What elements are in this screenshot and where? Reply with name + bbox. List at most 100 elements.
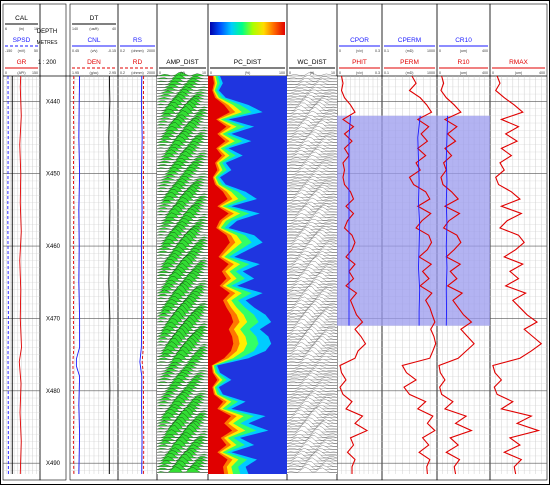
curve-cr10: [445, 115, 449, 326]
wc-dist-trace: [286, 306, 338, 314]
wc-dist-trace: [286, 94, 338, 100]
wc-dist-trace: [286, 382, 338, 386]
wc-dist-trace: [286, 358, 338, 363]
header-dt: DT 140 40 (us/ft): [72, 15, 116, 31]
amp-dist-trace: [156, 378, 209, 383]
wc-dist-trace: [286, 86, 338, 91]
wc-dist-trace: [286, 221, 338, 227]
amp-dist-trace: [156, 407, 209, 415]
wc-dist-trace: [286, 390, 338, 395]
wc-dist-trace: [286, 75, 338, 80]
depth-track-label: DEPTH: [37, 29, 57, 35]
header-cperm: CPERM 0.1 1000 (mD): [384, 37, 435, 53]
amp-dist-trace: [156, 271, 209, 279]
curve-r10: [438, 75, 475, 475]
wc-dist-trace: [286, 133, 338, 140]
amp-dist-trace: [156, 160, 209, 166]
amp-dist-trace: [156, 167, 209, 172]
wc-dist-trace: [286, 184, 338, 190]
wc-dist-trace: [286, 212, 338, 218]
wc-dist-trace: [286, 227, 338, 233]
depth-label: X450: [46, 172, 61, 178]
curve-unit: (ohmm): [131, 71, 143, 75]
amp-dist-trace: [157, 451, 209, 459]
amp-dist-trace: [156, 190, 209, 198]
wc-dist-trace: [286, 99, 338, 106]
amp-dist-trace: [156, 176, 209, 181]
curve-name: CPERM: [398, 37, 421, 44]
depth-track: DEPTH METRES 1 : 200: [37, 29, 59, 66]
amp-dist-trace: [156, 110, 209, 117]
wc-dist-trace: [286, 219, 338, 224]
amp-dist-trace: [156, 320, 209, 329]
amp-dist-trace: [156, 334, 209, 343]
amp-dist-trace: [156, 197, 209, 204]
amp-dist-trace: [156, 292, 209, 300]
pc-dist-colorbar: [210, 22, 285, 35]
header-cnl: CNL 0.45 -0.15 (v/v): [72, 37, 116, 53]
wc-dist-trace: [286, 299, 338, 305]
depth-track-unit: METRES: [37, 40, 59, 46]
wc-dist-trace: [286, 209, 338, 216]
wc-dist-trace: [286, 419, 337, 427]
wc-dist-trace: [286, 122, 338, 129]
amp-dist-trace: [156, 404, 209, 410]
curve-rd: [141, 75, 145, 475]
curve-min: 140: [72, 27, 78, 31]
amp-dist-trace: [156, 106, 209, 114]
curve-name: CR10: [455, 37, 472, 44]
curve-max: 150: [32, 71, 38, 75]
track-frame: [39, 3, 67, 481]
curve-phit: [339, 75, 369, 474]
amp-dist-trace: [156, 173, 209, 178]
wc-dist-trace: [286, 173, 338, 178]
amp-dist-trace: [156, 387, 209, 392]
depth-labels: X440 X450 X460 X470 X480 X490: [46, 99, 61, 467]
wc-dist-trace: [286, 335, 338, 343]
header-pc-dist: PC_DIST 0 100 (%): [210, 59, 285, 75]
curve-unit: (mD): [406, 71, 414, 75]
curve-unit: (v/v): [356, 71, 363, 75]
curve-max: 40: [112, 27, 116, 31]
curve-unit: (um): [460, 49, 467, 53]
wc-dist-trace: [286, 296, 338, 302]
wc-dist-trace: [286, 170, 338, 175]
wc-dist-trace: [286, 350, 338, 357]
amp-dist-trace: [156, 205, 209, 213]
amp-dist-trace: [156, 183, 209, 190]
amp-dist-trace: [156, 146, 209, 152]
wc-dist-trace: [286, 457, 338, 465]
wc-dist-trace: [286, 106, 338, 114]
wc-dist-trace: [286, 229, 338, 236]
curve-min: 0: [5, 71, 7, 75]
depth-label: X460: [46, 244, 61, 250]
amp-dist-trace: [156, 349, 209, 357]
header-rmax: RMAX 0 400 (um): [492, 59, 545, 75]
header-cpor: CPOR 0 0.3 (v/v): [339, 37, 380, 53]
amp-dist-trace: [156, 243, 209, 250]
curve-name: PC_DIST: [234, 59, 261, 66]
curve-name: PERM: [400, 59, 419, 66]
amp-dist-trace: [156, 396, 209, 404]
curve-max: 0.3: [375, 71, 380, 75]
amp-dist-trace: [156, 83, 209, 88]
curve-max: 100: [279, 71, 285, 75]
wc-dist-trace: [286, 365, 338, 369]
amp-dist-trace: [156, 400, 209, 407]
amp-dist-trace: [156, 375, 209, 381]
wc-dist-trace: [286, 250, 338, 256]
curve-min: 0: [339, 71, 341, 75]
curve-name: DT: [90, 15, 99, 22]
amp-dist-trace: [156, 72, 209, 77]
amp-dist-trace: [156, 424, 209, 433]
wc-dist-trace: [286, 461, 338, 467]
curve-min: 0: [210, 71, 212, 75]
amp-dist-trace: [156, 436, 209, 444]
wc-dist-trace: [286, 375, 338, 381]
curve-min: 0: [339, 49, 341, 53]
wc-dist-trace: [286, 224, 338, 230]
curve-unit: (v/v): [91, 49, 98, 53]
amp-dist-trace: [156, 178, 209, 184]
wc-dist-trace: [287, 451, 338, 459]
